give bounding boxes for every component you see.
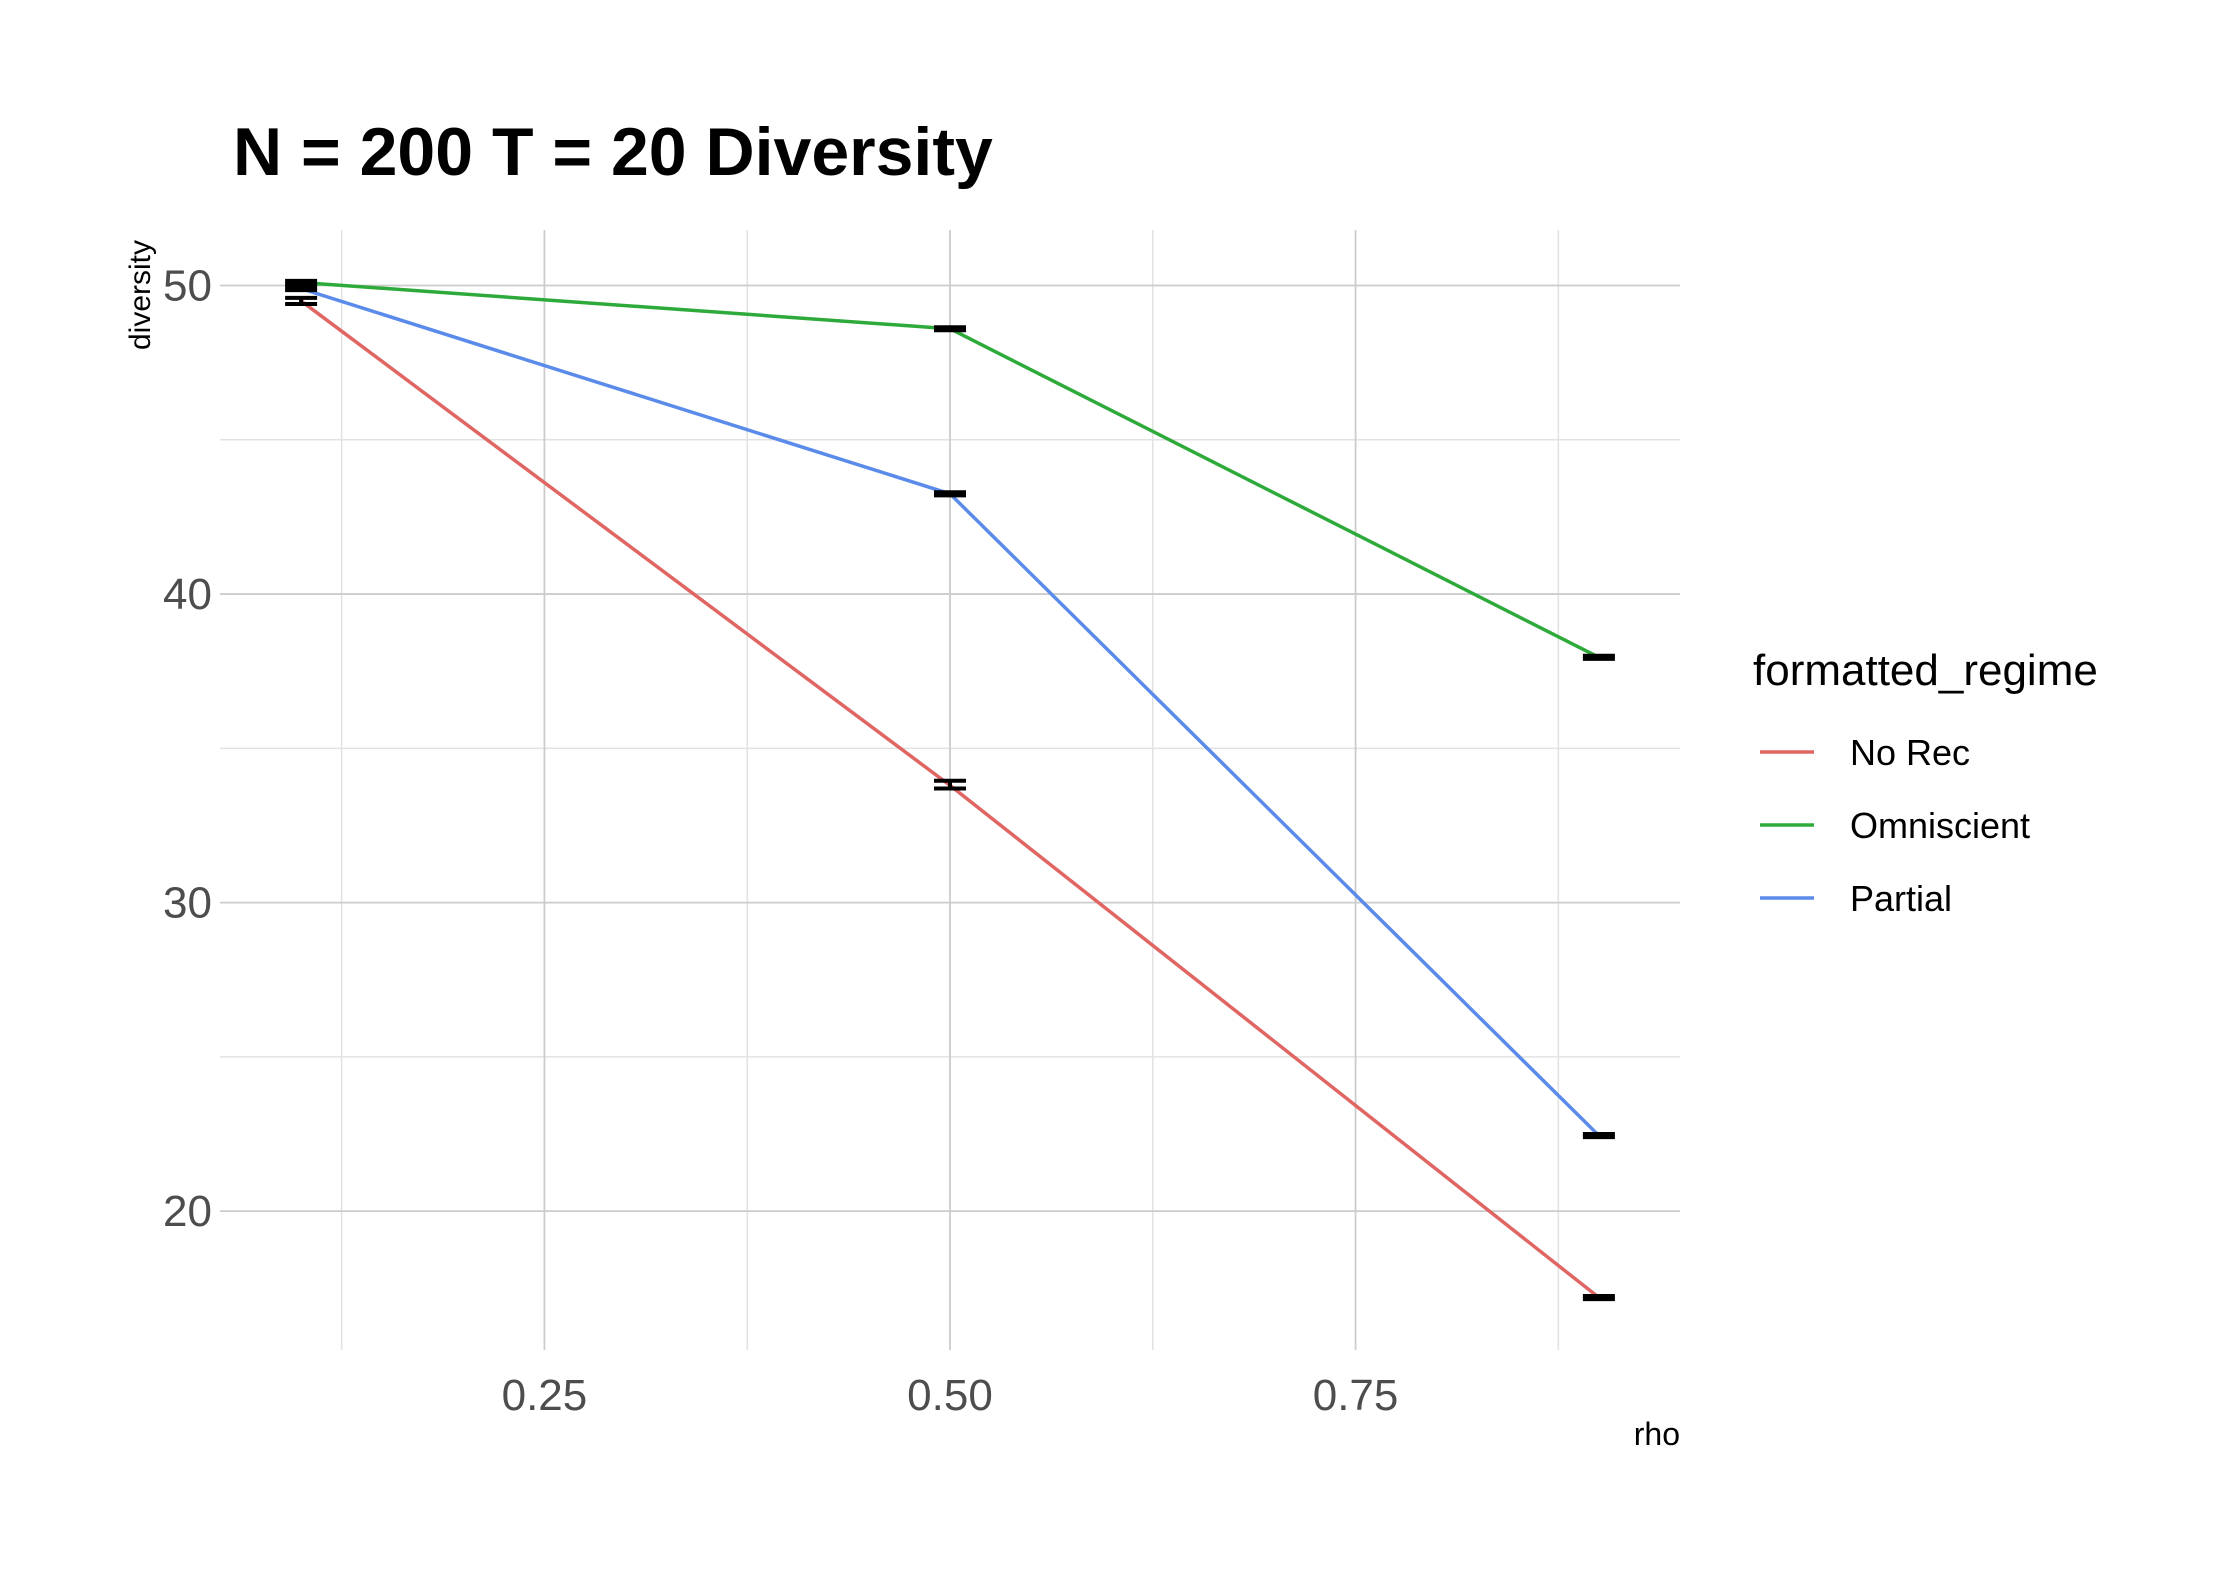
x-tick-label: 0.50 [907,1371,993,1420]
y-tick-labels: 20 30 40 50 [163,262,212,1237]
chart-title: N = 200 T = 20 Diversity [233,114,993,190]
y-tick-label: 30 [163,879,212,928]
legend-label-partial: Partial [1850,878,1952,919]
error-bars [285,278,1615,1302]
legend: formatted_regime No Rec Omniscient Partial [1753,646,2098,919]
y-axis-label: diversity [124,240,157,350]
y-tick-label: 20 [163,1187,212,1236]
error-bar-omniscient [285,278,318,286]
error-bar-partial [285,285,318,293]
x-axis-label: rho [1634,1416,1680,1452]
legend-title: formatted_regime [1753,646,2098,695]
y-tick-label: 40 [163,570,212,619]
x-tick-label: 0.25 [502,1371,588,1420]
error-bar-no-rec [1582,1294,1615,1302]
legend-item-partial: Partial [1760,878,1952,919]
error-bar-no-rec [285,295,318,307]
error-bar-omniscient [934,325,966,333]
x-tick-labels: 0.25 0.50 0.75 [502,1371,1399,1420]
legend-items: No Rec Omniscient Partial [1760,732,2030,919]
error-bar-no-rec [934,778,966,791]
error-bar-partial [1582,1132,1615,1140]
x-tick-label: 0.75 [1313,1371,1399,1420]
error-bar-partial [934,490,966,498]
legend-item-no-rec: No Rec [1760,732,1970,773]
y-tick-label: 50 [163,262,212,311]
legend-label-no-rec: No Rec [1850,732,1970,773]
legend-item-omniscient: Omniscient [1760,805,2030,846]
legend-label-omniscient: Omniscient [1850,805,2030,846]
error-bar-omniscient [1582,653,1615,661]
